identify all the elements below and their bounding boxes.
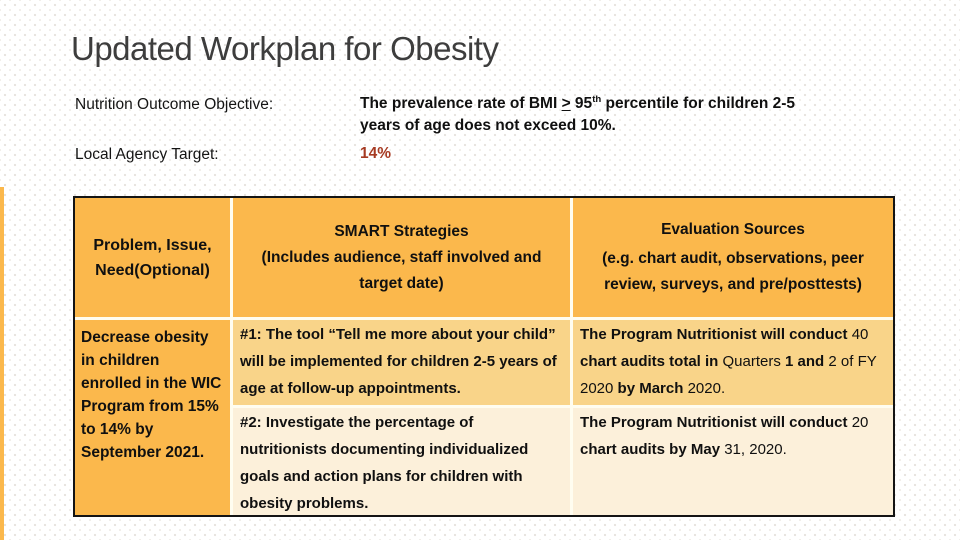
strategy-cell-row1: #1: The tool “Tell me more about your ch… [233,320,570,405]
strategy-cell-row2: #2: Investigate the percentage of nutrit… [233,408,570,515]
target-value: 14% [360,145,392,162]
objective-label: Nutrition Outcome Objective: [75,96,274,113]
slide-title: Updated Workplan for Obesity [71,30,499,67]
header-smart-strategies: SMART Strategies (Includes audience, sta… [233,198,570,317]
header-evaluation-sources-title: Evaluation Sources [661,221,805,238]
problem-cell: Decrease obesity in children enrolled in… [75,320,230,515]
header-evaluation-sources: Evaluation Sources (e.g. chart audit, ob… [573,198,893,317]
evaluation-cell-row1: The Program Nutritionist will conduct 40… [573,320,893,405]
objective-text: The prevalence rate of BMI > 95th percen… [360,93,796,134]
left-accent-stripe [0,187,4,540]
header-problem-issue-need: Problem, Issue, Need(Optional) [75,198,230,317]
target-label: Local Agency Target: [75,146,219,163]
header-evaluation-sources-subtitle: (e.g. chart audit, observations, peer re… [602,250,864,293]
evaluation-cell-row2: The Program Nutritionist will conduct 20… [573,408,893,515]
workplan-table: Problem, Issue, Need(Optional) SMART Str… [73,196,895,517]
